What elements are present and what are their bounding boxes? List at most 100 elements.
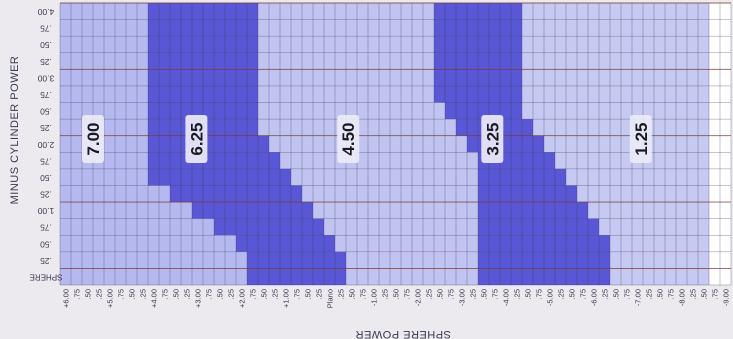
x-tick-label: .75 bbox=[491, 289, 500, 299]
zone-cell bbox=[610, 251, 709, 269]
y-tick-label: .50 bbox=[40, 40, 52, 50]
x-tick-label: .75 bbox=[623, 289, 632, 299]
x-tick-label: -5.00 bbox=[546, 289, 555, 306]
x-tick-label: .25 bbox=[557, 289, 566, 299]
y-tick-label: .75 bbox=[40, 223, 52, 233]
x-tick-label: .75 bbox=[535, 289, 544, 299]
x-tick-label: -2.00 bbox=[414, 289, 423, 306]
zone-label: 7.00 bbox=[82, 115, 104, 164]
zone-cell bbox=[566, 168, 709, 186]
zone-cell bbox=[522, 19, 709, 37]
x-tick-label: .50 bbox=[216, 289, 225, 299]
y-tick-label: .75 bbox=[40, 24, 52, 34]
zone-cell bbox=[247, 251, 346, 269]
y-tick-label: .50 bbox=[40, 107, 52, 117]
zone-label-bg bbox=[629, 115, 652, 164]
y-tick-label: .25 bbox=[40, 57, 52, 67]
x-tick-label: .75 bbox=[667, 289, 676, 299]
zone-value-label: 7.00 bbox=[84, 122, 103, 155]
zone-cell bbox=[522, 85, 709, 103]
x-tick-label: .50 bbox=[568, 289, 577, 299]
x-tick-label: +4.00 bbox=[150, 289, 159, 308]
x-tick-label: .75 bbox=[403, 289, 412, 299]
x-tick-label: .75 bbox=[711, 289, 720, 299]
x-tick-label: .50 bbox=[304, 289, 313, 299]
zone-cell bbox=[258, 102, 445, 120]
zone-cell bbox=[313, 202, 478, 219]
zone-cell bbox=[522, 36, 709, 53]
zone-value-label: 1.25 bbox=[632, 122, 651, 155]
zone-cell bbox=[610, 268, 709, 285]
y-tick-label: .25 bbox=[40, 256, 52, 266]
x-tick-label: -6.00 bbox=[590, 289, 599, 306]
x-tick-label: .25 bbox=[271, 289, 280, 299]
zone-label: 6.25 bbox=[185, 115, 208, 164]
zone-cell bbox=[522, 69, 709, 86]
zone-value-label: 6.25 bbox=[187, 122, 206, 155]
y-tick-label: 2.00 bbox=[37, 140, 54, 150]
y-tick-label: .25 bbox=[40, 190, 52, 200]
zone-cell bbox=[467, 135, 544, 153]
x-tick-label: .50 bbox=[128, 289, 137, 299]
x-tick-label: -3.00 bbox=[458, 289, 467, 306]
y-tick-label: .50 bbox=[40, 173, 52, 183]
x-tick-label: .25 bbox=[315, 289, 324, 299]
x-tick-label: .50 bbox=[480, 289, 489, 299]
zone-cell bbox=[192, 202, 313, 219]
x-tick-label: .75 bbox=[205, 289, 214, 299]
zone-cell bbox=[60, 251, 247, 269]
x-tick-label: .25 bbox=[513, 289, 522, 299]
x-tick-label: .50 bbox=[84, 289, 93, 299]
x-tick-label: .75 bbox=[161, 289, 170, 299]
zone-cell bbox=[478, 185, 577, 203]
x-tick-label: .25 bbox=[95, 289, 104, 299]
zone-value-label: 3.25 bbox=[483, 122, 502, 155]
zone-cell bbox=[610, 235, 709, 252]
x-tick-label: -8.00 bbox=[678, 289, 687, 306]
zone-cell bbox=[522, 52, 709, 70]
x-tick-label: .25 bbox=[425, 289, 434, 299]
x-tick-label: -9.00 bbox=[722, 289, 731, 306]
zone-cell bbox=[335, 235, 478, 252]
zone-label-bg bbox=[82, 115, 104, 164]
x-tick-label: -7.00 bbox=[634, 289, 643, 306]
x-axis-title: SPHERE POWER bbox=[355, 328, 451, 339]
zone-cell bbox=[588, 202, 709, 219]
x-tick-label: .75 bbox=[73, 289, 82, 299]
x-tick-label: .25 bbox=[227, 289, 236, 299]
x-tick-label: .25 bbox=[601, 289, 610, 299]
zone-cell bbox=[478, 218, 599, 236]
zone-label-bg bbox=[337, 115, 360, 164]
x-tick-label: .25 bbox=[689, 289, 698, 299]
x-tick-label: +1.00 bbox=[282, 289, 291, 308]
x-tick-label: .25 bbox=[469, 289, 478, 299]
x-tick-label: .75 bbox=[359, 289, 368, 299]
x-tick-label: .25 bbox=[139, 289, 148, 299]
x-tick-label: .50 bbox=[392, 289, 401, 299]
zone-cell bbox=[291, 168, 478, 186]
y-tick-label: SPHERE bbox=[30, 273, 63, 282]
zone-cell bbox=[60, 268, 247, 285]
x-tick-label: .75 bbox=[447, 289, 456, 299]
zone-label: 4.50 bbox=[337, 115, 360, 164]
x-tick-label: .25 bbox=[183, 289, 192, 299]
zone-label: 1.25 bbox=[629, 115, 652, 164]
zone-label-bg bbox=[481, 115, 504, 164]
x-tick-label: .50 bbox=[172, 289, 181, 299]
y-tick-label: 3.00 bbox=[37, 73, 54, 83]
y-tick-label: 1.00 bbox=[37, 206, 54, 216]
x-tick-label: -4.00 bbox=[502, 289, 511, 306]
zone-cell bbox=[236, 235, 335, 252]
y-tick-label: 4.00 bbox=[37, 7, 54, 17]
zone-label: 3.25 bbox=[481, 115, 504, 164]
x-tick-label: .25 bbox=[381, 289, 390, 299]
zone-cell bbox=[148, 135, 269, 153]
x-tick-label: .75 bbox=[249, 289, 258, 299]
x-tick-label: .75 bbox=[293, 289, 302, 299]
zone-cell bbox=[148, 168, 291, 186]
x-tick-label: .50 bbox=[436, 289, 445, 299]
x-tick-label: .50 bbox=[656, 289, 665, 299]
x-tick-label: -1.00 bbox=[370, 289, 379, 306]
